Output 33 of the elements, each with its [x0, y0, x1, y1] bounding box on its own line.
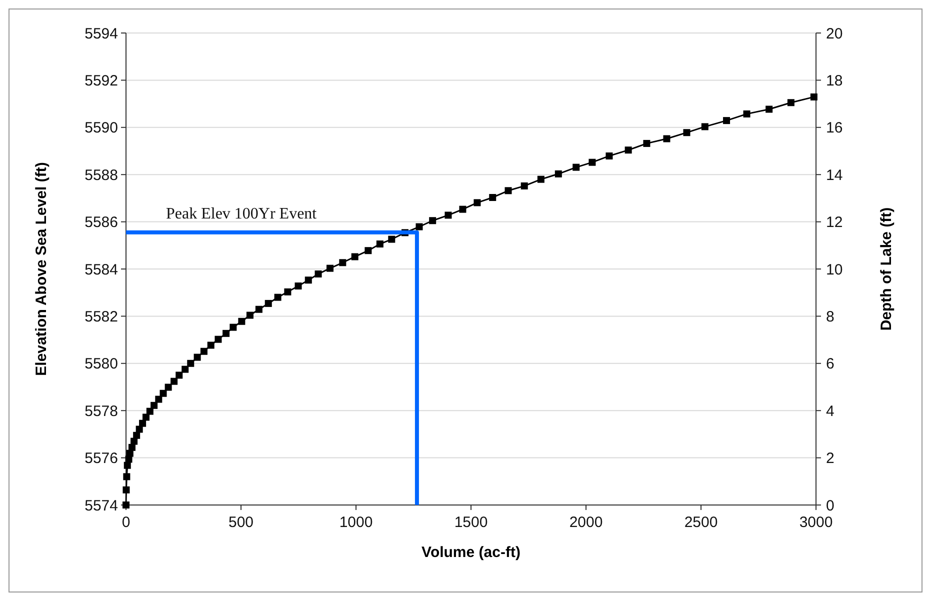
y2-tick-label: 16 [826, 120, 843, 137]
y2-tick-label: 10 [826, 261, 843, 278]
x-tick-label: 1500 [454, 514, 488, 531]
y-tick-label: 5594 [84, 25, 118, 42]
y-tick-label: 5592 [84, 72, 118, 90]
y-tick-label: 5582 [84, 308, 118, 326]
y-tick-label: 5580 [84, 356, 118, 373]
y2-tick-label: 18 [826, 72, 843, 90]
x-axis-title: Volume (ac-ft) [422, 544, 520, 561]
y2-tick-label: 12 [826, 214, 843, 232]
x-tick-label: 2500 [684, 514, 718, 531]
y-axis-title: Elevation Above Sea Level (ft) [33, 162, 50, 376]
x-tick-label: 2000 [569, 514, 603, 531]
y-tick-label: 5590 [84, 120, 118, 137]
x-tick-label: 1000 [339, 514, 373, 531]
y-tick-label: 5586 [84, 214, 118, 232]
y-tick-label: 5584 [84, 261, 118, 278]
y2-tick-label: 2 [826, 450, 834, 468]
y2-tick-label: 20 [826, 25, 843, 42]
y2-tick-label: 4 [826, 402, 834, 420]
y-tick-label: 5576 [84, 450, 118, 468]
y2-tick-label: 8 [826, 308, 834, 326]
y2-tick-label: 0 [826, 497, 834, 514]
y2-axis-title: Depth of Lake (ft) [878, 207, 895, 331]
x-tick-label: 0 [122, 514, 130, 531]
x-tick-label: 3000 [799, 514, 833, 531]
annotation: Peak Elev 100Yr Event [166, 205, 318, 222]
y2-tick-label: 6 [826, 356, 834, 373]
y2-tick-label: 14 [826, 166, 843, 184]
y-tick-label: 5588 [84, 166, 118, 184]
y-tick-label: 5578 [84, 402, 118, 420]
y-tick-label: 5574 [84, 497, 118, 514]
x-tick-label: 500 [228, 514, 254, 531]
